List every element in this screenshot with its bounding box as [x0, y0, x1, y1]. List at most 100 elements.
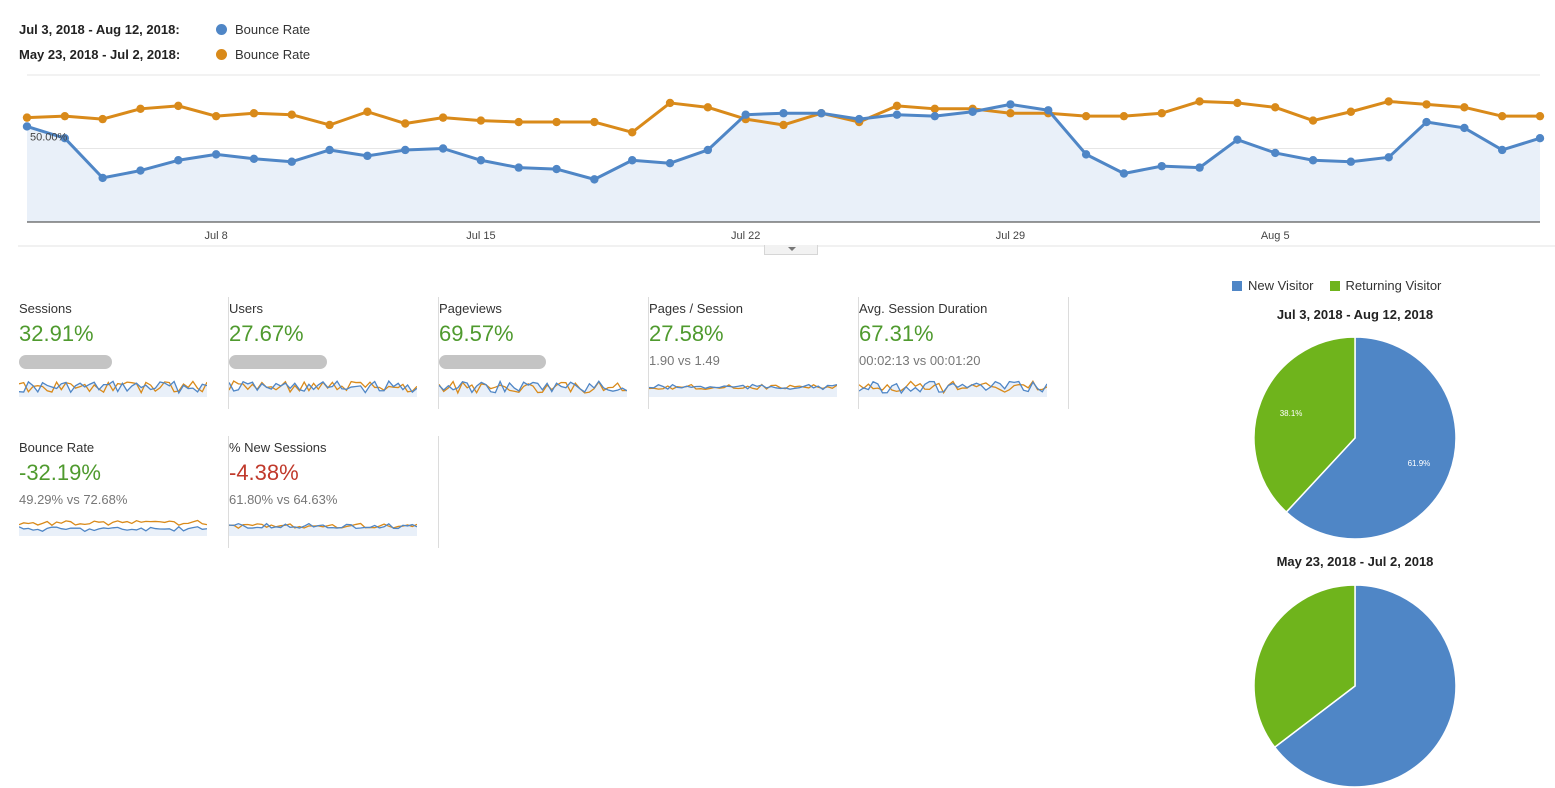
data-point-current[interactable]: [1119, 169, 1129, 178]
data-point-current[interactable]: [174, 156, 183, 165]
data-point-current[interactable]: [552, 164, 561, 174]
data-point-current[interactable]: [325, 145, 334, 155]
data-point-current[interactable]: [779, 109, 788, 118]
data-point-previous[interactable]: [665, 98, 675, 108]
data-point-previous[interactable]: [1422, 100, 1431, 109]
pie-slice-label: 61.9%: [1408, 459, 1431, 468]
data-point-previous[interactable]: [174, 101, 183, 111]
data-point-previous[interactable]: [22, 113, 32, 122]
data-point-previous[interactable]: [249, 109, 259, 118]
data-point-current[interactable]: [1271, 148, 1280, 158]
data-point-previous[interactable]: [1308, 116, 1318, 125]
data-point-current[interactable]: [22, 122, 32, 131]
data-point-current[interactable]: [514, 163, 523, 172]
data-point-previous[interactable]: [703, 103, 713, 112]
data-point-previous[interactable]: [401, 119, 410, 128]
scorecard-users[interactable]: Users 27.67%: [229, 297, 439, 409]
data-point-previous[interactable]: [892, 101, 902, 111]
pie-slice-returning-visitor[interactable]: [1253, 336, 1356, 514]
data-point-previous[interactable]: [552, 117, 561, 127]
chart-collapse-handle[interactable]: [764, 245, 818, 255]
data-point-previous[interactable]: [1119, 111, 1129, 121]
data-point-current[interactable]: [741, 110, 750, 119]
data-point-previous[interactable]: [628, 128, 637, 137]
data-point-previous[interactable]: [1006, 109, 1015, 118]
data-point-current[interactable]: [628, 156, 637, 165]
data-point-previous[interactable]: [1157, 109, 1166, 118]
data-point-previous[interactable]: [1271, 103, 1280, 112]
data-point-current[interactable]: [1422, 117, 1431, 127]
data-point-current[interactable]: [1460, 123, 1469, 133]
data-point-current[interactable]: [1195, 163, 1204, 172]
data-point-previous[interactable]: [136, 104, 145, 114]
scorecard-change: 27.58%: [649, 321, 724, 346]
data-point-current[interactable]: [854, 114, 864, 124]
data-point-current[interactable]: [1535, 134, 1545, 143]
data-point-previous[interactable]: [1081, 111, 1091, 121]
data-point-current[interactable]: [665, 159, 675, 168]
scorecard-label: Pageviews: [439, 301, 502, 316]
scorecard-comparison: 49.29% vs 72.68%: [19, 492, 128, 507]
data-point-current[interactable]: [1497, 145, 1507, 155]
data-point-previous[interactable]: [1497, 111, 1507, 121]
data-point-previous[interactable]: [476, 116, 486, 125]
data-point-current[interactable]: [211, 150, 221, 159]
data-point-previous[interactable]: [287, 110, 296, 119]
data-point-current[interactable]: [930, 111, 939, 121]
scorecard-change: -4.38%: [229, 460, 299, 485]
data-point-current[interactable]: [438, 144, 448, 153]
data-point-previous[interactable]: [1460, 103, 1469, 112]
data-point-current[interactable]: [1157, 161, 1166, 171]
data-point-current[interactable]: [1233, 135, 1242, 144]
data-point-current[interactable]: [1006, 100, 1015, 109]
sparkline: [229, 379, 417, 397]
data-point-current[interactable]: [60, 134, 70, 143]
scorecard-comparison: 61.80% vs 64.63%: [229, 492, 338, 507]
data-point-current[interactable]: [1308, 156, 1318, 165]
scorecard-avg-session-duration[interactable]: Avg. Session Duration 67.31% 00:02:13 vs 0…: [859, 297, 1069, 409]
data-point-current[interactable]: [401, 145, 410, 155]
data-point-current[interactable]: [968, 107, 977, 116]
scorecard-pages-session[interactable]: Pages / Session 27.58% 1.90 vs 1.49: [649, 297, 859, 409]
data-point-current[interactable]: [1346, 157, 1356, 166]
scorecard--new-sessions[interactable]: % New Sessions -4.38% 61.80% vs 64.63%: [229, 436, 439, 548]
data-point-current[interactable]: [287, 157, 296, 166]
data-point-current[interactable]: [703, 145, 713, 155]
data-point-current[interactable]: [363, 151, 372, 161]
pie-slice-new-visitor[interactable]: [1285, 336, 1457, 540]
scorecard-sessions[interactable]: Sessions 32.91%: [19, 297, 229, 409]
data-point-current[interactable]: [892, 110, 902, 119]
data-point-previous[interactable]: [1233, 98, 1242, 108]
data-point-current[interactable]: [817, 109, 826, 118]
scorecard-label: Sessions: [19, 301, 72, 316]
data-point-previous[interactable]: [211, 111, 221, 121]
scorecard-change: 69.57%: [439, 321, 514, 346]
data-point-current[interactable]: [136, 166, 145, 175]
scorecard-bounce-rate[interactable]: Bounce Rate -32.19% 49.29% vs 72.68%: [19, 436, 229, 548]
data-point-previous[interactable]: [438, 113, 448, 122]
data-point-previous[interactable]: [1535, 111, 1545, 121]
data-point-previous[interactable]: [60, 111, 70, 121]
scorecard-label: Bounce Rate: [19, 440, 95, 455]
data-point-previous[interactable]: [1195, 97, 1204, 106]
pie-title-current: Jul 3, 2018 - Aug 12, 2018: [1276, 307, 1434, 322]
legend-current-dot: [216, 24, 227, 35]
scorecard-label: Avg. Session Duration: [859, 301, 988, 316]
scorecard-pageviews[interactable]: Pageviews 69.57%: [439, 297, 649, 409]
data-point-previous[interactable]: [1346, 107, 1356, 116]
data-point-current[interactable]: [1044, 106, 1053, 115]
data-point-current[interactable]: [1081, 150, 1091, 159]
data-point-current[interactable]: [98, 173, 107, 183]
data-point-current[interactable]: [249, 154, 259, 163]
data-point-previous[interactable]: [779, 120, 788, 130]
data-point-previous[interactable]: [514, 117, 523, 127]
data-point-current[interactable]: [476, 156, 486, 165]
data-point-previous[interactable]: [98, 114, 107, 124]
data-point-previous[interactable]: [590, 117, 599, 127]
data-point-previous[interactable]: [1384, 97, 1393, 106]
data-point-current[interactable]: [590, 175, 599, 184]
data-point-previous[interactable]: [325, 120, 334, 130]
data-point-previous[interactable]: [930, 104, 939, 114]
data-point-current[interactable]: [1384, 153, 1393, 162]
data-point-previous[interactable]: [363, 107, 372, 116]
